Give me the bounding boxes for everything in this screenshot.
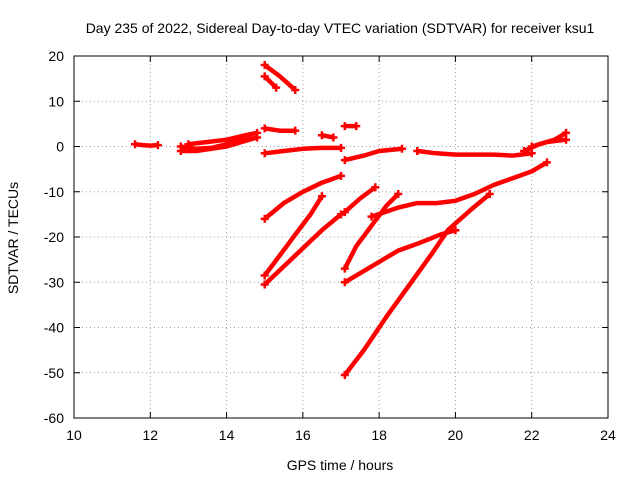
y-tick-label: -40 xyxy=(44,320,64,336)
series-track-10 xyxy=(264,145,341,156)
series-point-marker xyxy=(317,192,326,201)
series-point-marker xyxy=(253,128,262,137)
series-point-marker xyxy=(451,226,460,235)
series-point-marker xyxy=(260,61,269,70)
series-point-marker xyxy=(340,122,349,131)
series-point-marker xyxy=(340,208,349,217)
series-point-marker xyxy=(260,124,269,133)
series-point-marker xyxy=(291,85,300,94)
series-point-marker xyxy=(542,158,551,167)
series-point-marker xyxy=(352,122,361,131)
series-track-7 xyxy=(263,74,278,90)
series-track-18 xyxy=(343,185,377,214)
series-track-3 xyxy=(180,135,258,154)
series-point-marker xyxy=(340,278,349,287)
series-point-marker xyxy=(340,371,349,380)
series-point-marker xyxy=(291,126,300,135)
series-track-5 xyxy=(264,126,296,133)
series-point-marker xyxy=(337,143,345,152)
x-tick-label: 18 xyxy=(371,427,387,443)
series-point-marker xyxy=(176,147,185,156)
series-track-19 xyxy=(342,192,400,270)
x-tick-label: 24 xyxy=(600,427,616,443)
y-axis-label: SDTVAR / TECUs xyxy=(5,182,21,294)
series-point-marker xyxy=(371,183,380,192)
series-point-marker xyxy=(562,135,571,144)
series-point-marker xyxy=(527,149,536,158)
y-tick-label: -50 xyxy=(44,365,64,381)
x-tick-label: 16 xyxy=(295,427,311,443)
y-tick-label: 0 xyxy=(56,139,64,155)
y-tick-label: 20 xyxy=(48,48,64,64)
y-tick-label: -30 xyxy=(44,274,64,290)
series-point-marker xyxy=(337,171,345,180)
series-point-marker xyxy=(153,141,162,150)
series-track-11 xyxy=(344,146,403,163)
series-point-marker xyxy=(367,212,376,221)
series-point-marker xyxy=(260,72,269,81)
y-tick-label: -60 xyxy=(44,410,64,426)
series-point-marker xyxy=(340,156,349,165)
series-point-marker xyxy=(131,140,140,149)
series-point-marker xyxy=(260,271,269,280)
series-track-6 xyxy=(263,63,297,92)
series-point-marker xyxy=(272,83,281,92)
y-tick-label: -20 xyxy=(44,229,64,245)
y-tick-label: 10 xyxy=(48,93,64,109)
series-point-marker xyxy=(562,128,571,137)
series-point-marker xyxy=(398,144,407,153)
series-point-marker xyxy=(485,190,494,199)
data-series xyxy=(131,61,571,380)
series-point-marker xyxy=(527,142,536,151)
series-point-marker xyxy=(317,131,326,140)
series-point-marker xyxy=(184,140,193,149)
series-point-marker xyxy=(520,147,529,156)
series-point-marker xyxy=(340,264,349,273)
x-tick-label: 10 xyxy=(66,427,82,443)
series-point-marker xyxy=(260,214,269,223)
series-track-15 xyxy=(263,173,342,221)
chart-title: Day 235 of 2022, Sidereal Day-to-day VTE… xyxy=(86,20,595,36)
y-tick-label: -10 xyxy=(44,184,64,200)
x-tick-label: 20 xyxy=(448,427,464,443)
series-point-marker xyxy=(394,190,403,199)
x-tick-label: 14 xyxy=(219,427,235,443)
series-track-22 xyxy=(343,192,492,377)
series-track-4 xyxy=(188,130,258,147)
series-point-marker xyxy=(413,147,422,156)
series-track-12 xyxy=(417,148,532,158)
x-tick-label: 22 xyxy=(524,427,540,443)
series-track-17 xyxy=(263,212,343,287)
series-point-marker xyxy=(260,280,269,289)
series-track-14 xyxy=(531,137,567,149)
series-point-marker xyxy=(329,133,338,142)
grid xyxy=(74,56,608,418)
series-point-marker xyxy=(260,149,269,158)
x-tick-label: 12 xyxy=(142,427,158,443)
series-track-20 xyxy=(370,160,549,219)
axis-ticks: 10 12 14 16 18 20 22 24 20 10 0 -10 -20 -30 -40 -50 -60 xyxy=(44,48,616,443)
series-track-16 xyxy=(262,195,324,277)
x-axis-label: GPS time / hours xyxy=(287,457,394,473)
